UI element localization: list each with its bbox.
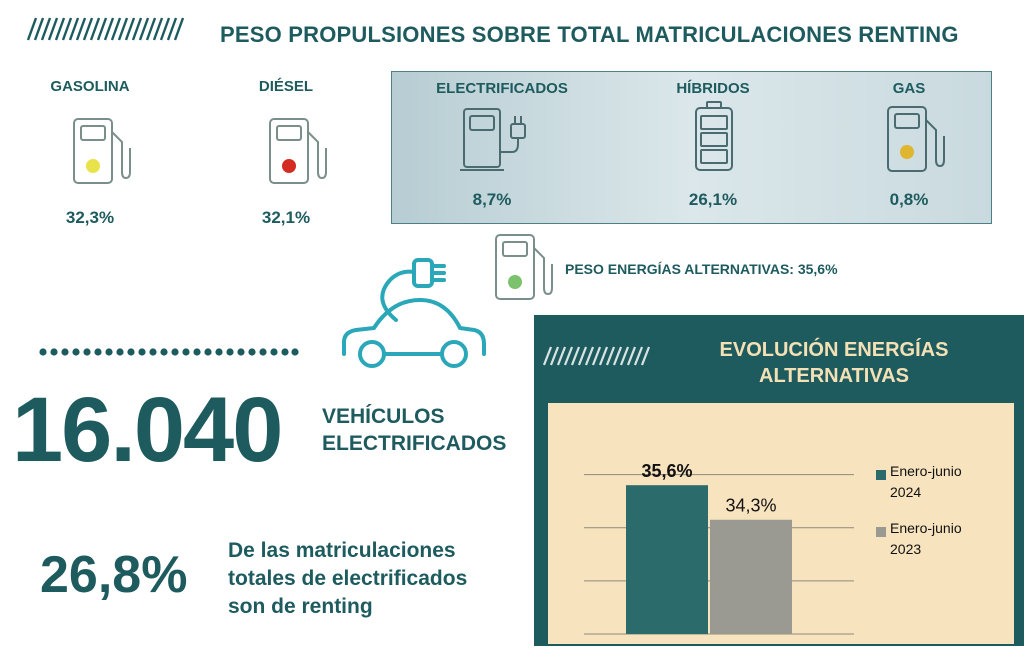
- fuel-pump-icon: [73, 118, 131, 184]
- evolution-chart-panel: EVOLUCIÓN ENERGÍAS ALTERNATIVAS 35,6% 34,…: [534, 315, 1024, 646]
- renting-share-text: De las matriculaciones totales de electr…: [228, 537, 467, 621]
- legend-item-2024: Enero-junio 2024: [890, 461, 962, 503]
- legend-2023-line2: 2023: [890, 541, 922, 557]
- bar-value-label-2023: 34,3%: [725, 496, 776, 516]
- electrificados-label: ELECTRIFICADOS: [436, 80, 568, 97]
- bar-value-label-2024: 35,6%: [641, 461, 692, 481]
- share-line2: totales de electrificados: [228, 567, 468, 590]
- legend-2024-line1: Enero-junio: [890, 463, 962, 479]
- header-hatch-decoration: [26, 17, 185, 41]
- chart-title-line1: EVOLUCIÓN ENERGÍAS: [719, 339, 949, 361]
- electric-car-icon: [342, 258, 486, 368]
- gasolina-label: GASOLINA: [50, 78, 130, 95]
- renting-share-value: 26,8%: [40, 546, 188, 604]
- electrified-label-line1: VEHÍCULOS: [322, 405, 445, 428]
- diesel-label: DIÉSEL: [258, 78, 314, 95]
- page-title: PESO PROPULSIONES SOBRE TOTAL MATRICULAC…: [220, 22, 959, 47]
- alternative-energies-total: PESO ENERGÍAS ALTERNATIVAS: 35,6%: [565, 261, 838, 277]
- hibridos-value: 26,1%: [688, 190, 738, 209]
- diesel-value: 32,1%: [261, 208, 311, 227]
- electrified-label-line2: ELECTRIFICADOS: [322, 432, 507, 455]
- legend-2024-line2: 2024: [890, 484, 922, 500]
- legend-swatch-2024: [876, 470, 886, 480]
- battery-icon: [695, 101, 733, 171]
- bar-2023: [710, 519, 792, 634]
- chart-title: EVOLUCIÓN ENERGÍAS ALTERNATIVAS: [684, 337, 984, 389]
- hibridos-label: HÍBRIDOS: [676, 80, 750, 97]
- fuel-pump-icon: [495, 234, 553, 300]
- gas-label: GAS: [892, 80, 926, 97]
- share-line1: De las matriculaciones: [228, 539, 456, 562]
- electrified-vehicles-label: VEHÍCULOS ELECTRIFICADOS: [322, 403, 506, 457]
- legend-2023-line1: Enero-junio: [890, 520, 962, 536]
- legend-swatch-2023: [876, 527, 886, 537]
- bar-chart: 35,6% 34,3%: [584, 461, 854, 635]
- dotted-divider: [39, 348, 299, 356]
- legend-item-2023: Enero-junio 2023: [890, 518, 962, 560]
- gas-value: 0,8%: [889, 190, 929, 209]
- chart-title-line2: ALTERNATIVAS: [759, 365, 909, 387]
- gasolina-value: 32,3%: [65, 208, 115, 227]
- alternative-energies-box: [391, 71, 992, 224]
- bar-2024: [626, 485, 708, 634]
- electrified-vehicles-count: 16.040: [12, 379, 283, 481]
- share-line3: son de renting: [228, 595, 373, 618]
- fuel-pump-icon: [887, 106, 945, 172]
- chart-area: 35,6% 34,3% Enero-junio 2024 Enero-junio …: [548, 403, 1014, 644]
- fuel-pump-icon: [269, 118, 327, 184]
- electrificados-value: 8,7%: [472, 190, 512, 209]
- panel-hatch-decoration: [542, 346, 651, 366]
- electric-charger-icon: [460, 108, 526, 171]
